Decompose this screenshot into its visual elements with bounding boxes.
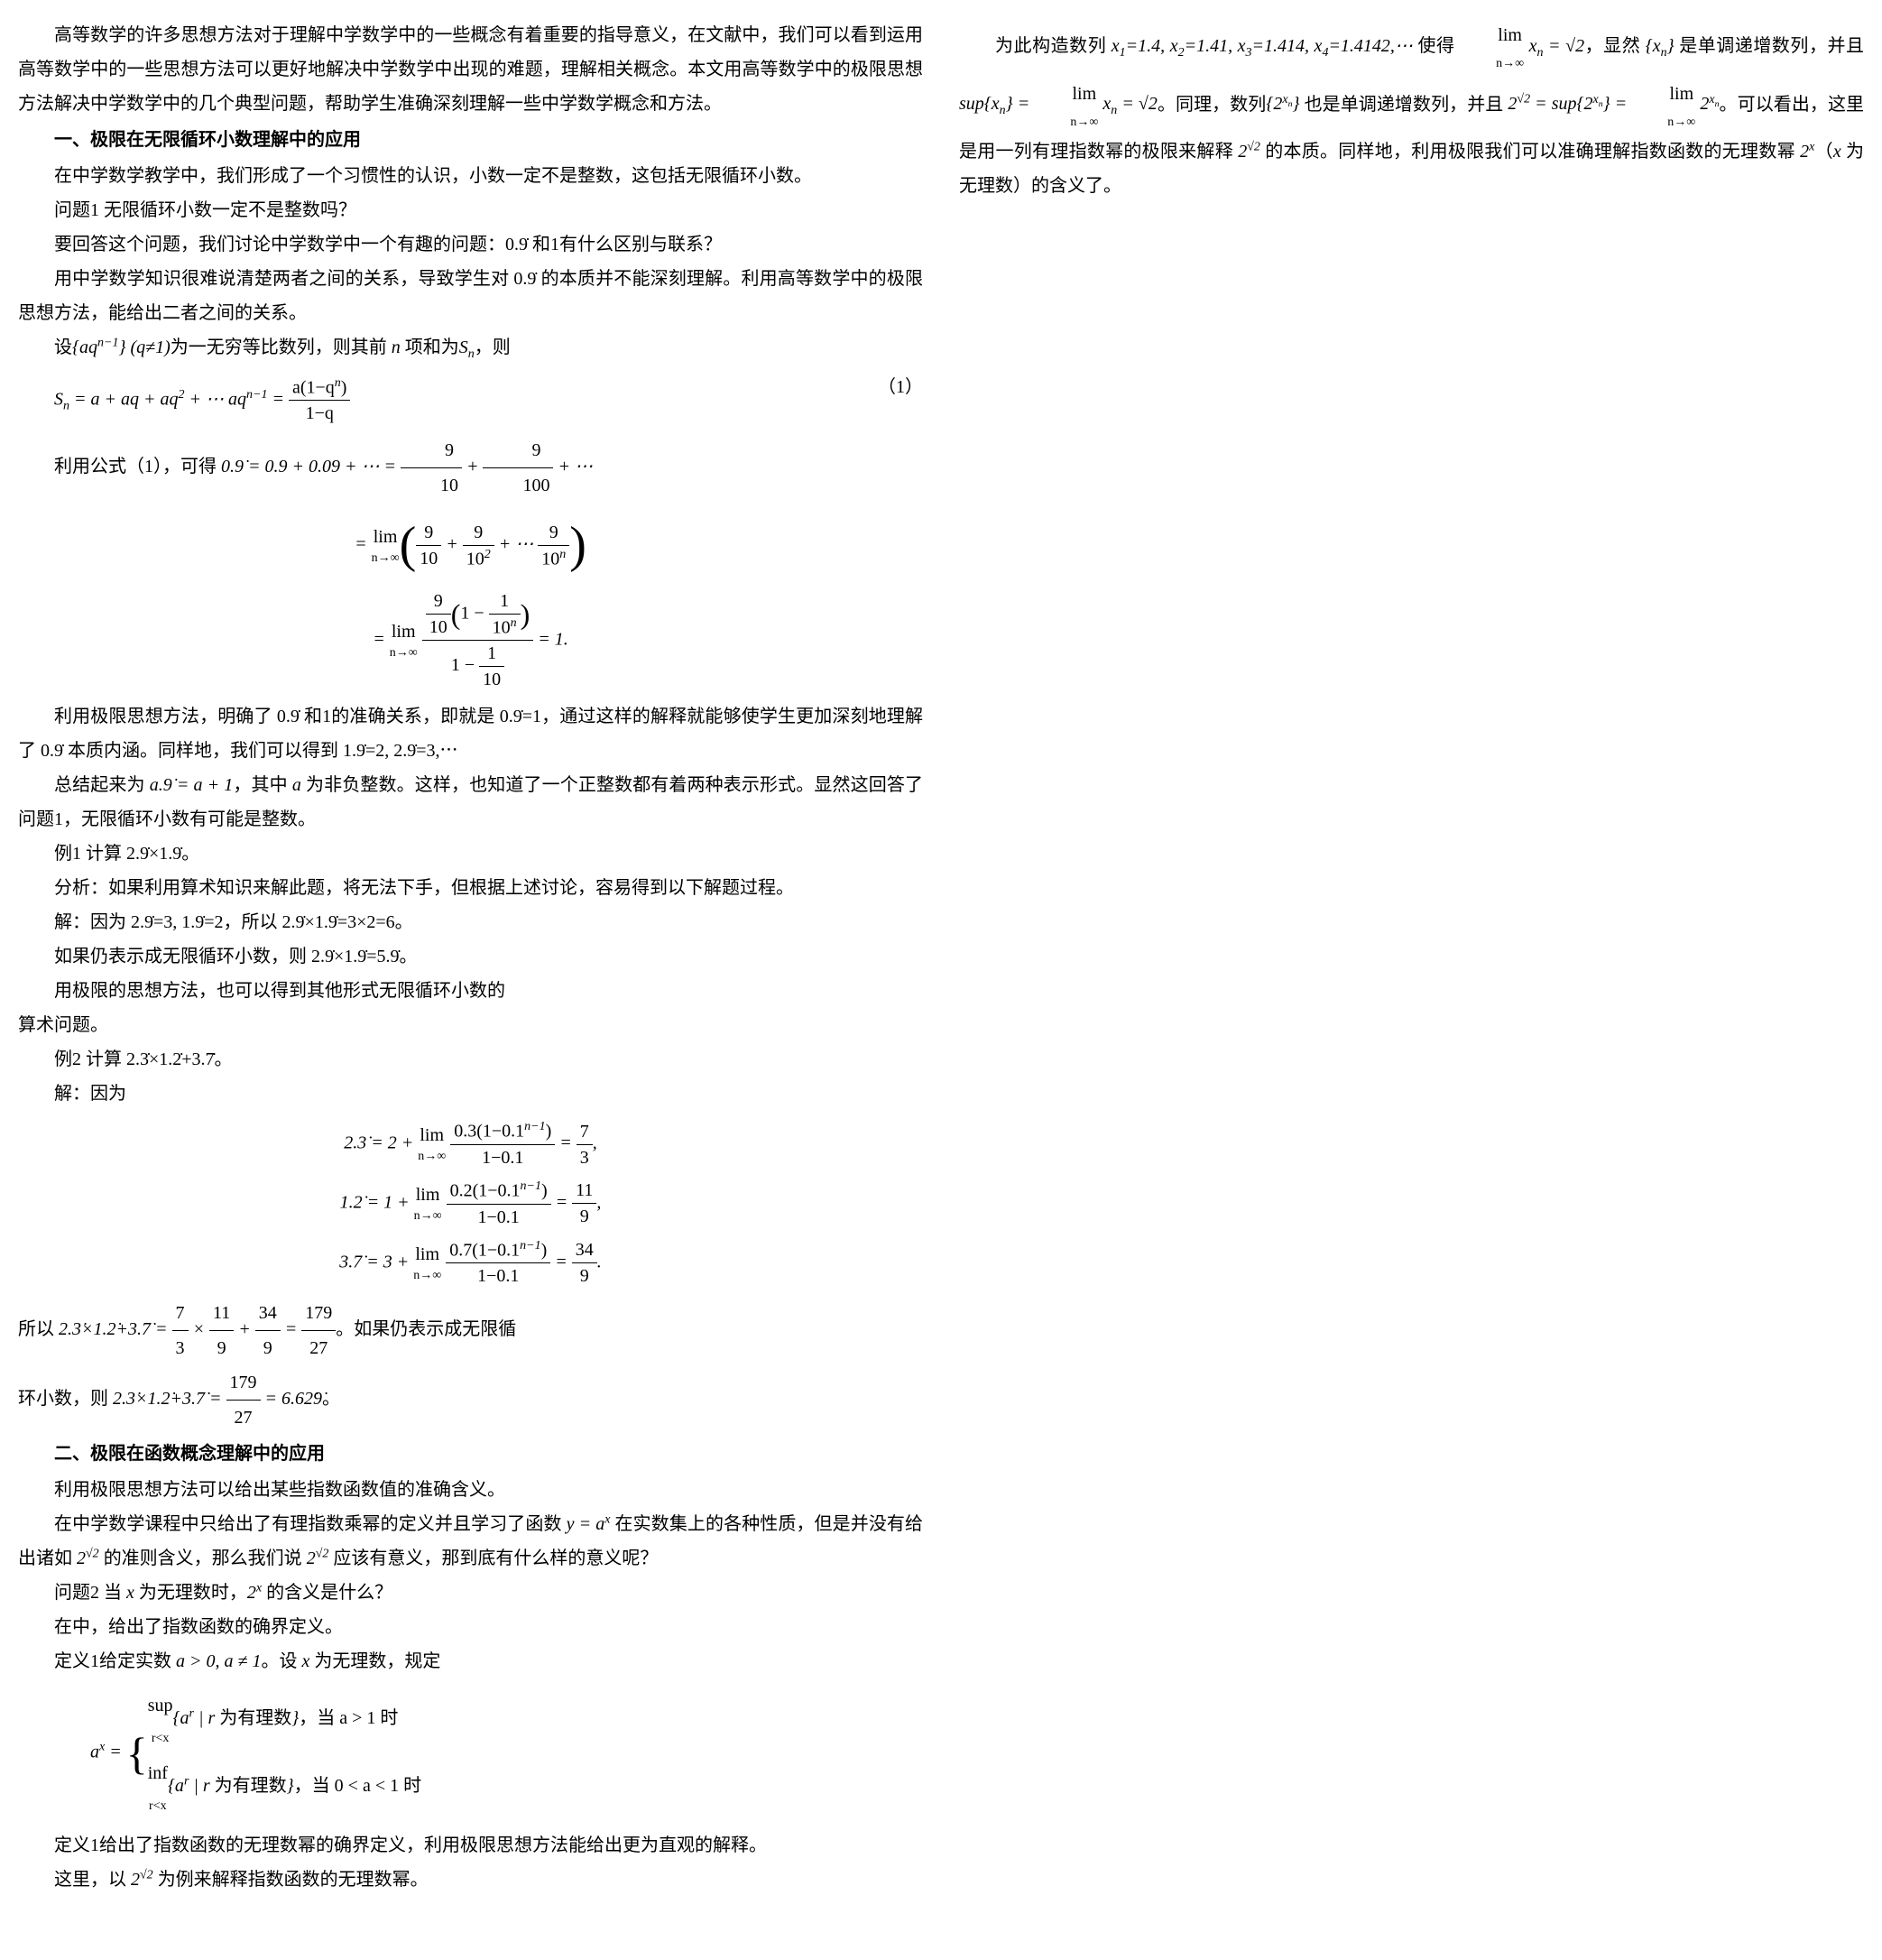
paragraph: 在中学数学课程中只给出了有理指数乘幂的定义并且学习了函数 y = ax 在实数集… [18,1507,923,1576]
math-inline: x [126,1583,134,1603]
case-cond: ，当 a > 1 时 [299,1708,398,1728]
case-text: 为有理数 [215,1776,287,1796]
text: 。如果仍表示成无限循 [336,1319,516,1339]
text: 这里，以 [54,1870,126,1890]
math-inline: x [301,1651,309,1671]
text: 为一无穷等比数列，则其前 [171,337,387,357]
text: 为此构造数列 [995,36,1106,56]
math-inline: a.9̇ = a + 1 [150,775,233,795]
text: 为例来解释指数函数的无理数幂。 [158,1870,429,1890]
text: 也是单调递增数列，并且 [1305,94,1504,114]
math-inline: y = ax [567,1514,611,1534]
paragraph: 所以 2.3̇×1.2̇+3.7̇ = 73 × 119 + 349 = 179… [18,1296,923,1365]
math-inline: 2√2 = sup{2xn} = limn→∞ 2xn [1508,94,1719,114]
math-inline: x [1833,142,1841,162]
text: 在中学数学课程中只给出了有理指数乘幂的定义并且学习了函数 [54,1514,562,1534]
math-inline: {aqn−1} (q≠1) [72,337,171,357]
text: 为无理数时， [139,1583,247,1603]
math-inline: 2x [1800,142,1814,162]
text: 总结起来为 [54,775,145,795]
text: 是单调递增数列，并且 [1679,36,1864,56]
math-inline: Sn [459,337,475,357]
text: 使得 [1417,36,1454,56]
example-1: 例1 计算 2.9̇×1.9̇。 [18,837,923,871]
text: 的准则含义，那么我们说 [104,1549,302,1568]
case-text: 为有理数 [219,1708,291,1728]
paragraph: 这里，以 2√2 为例来解释指数函数的无理数幂。 [18,1863,923,1897]
paragraph: 定义1给出了指数函数的无理数幂的确界定义，利用极限思想方法能给出更为直观的解释。 [18,1828,923,1863]
paragraph: 如果仍表示成无限循环小数，则 2.9̇×1.9̇=5.9̇。 [18,939,923,974]
equation-1: Sn = a + aq + aq2 + ⋯ aqn−1 = a(1−qn)1−q… [18,374,923,427]
math-inline: 2√2 [131,1870,153,1890]
equation-limit-1: = limn→∞(910 + 9102 + ⋯ 910n) [18,510,923,580]
definition-1: 定义1给定实数 a > 0, a ≠ 1。设 x 为无理数，规定 [18,1644,923,1678]
text: 环小数，则 [18,1389,108,1409]
math-inline: 2.3̇×1.2̇+3.7̇ = 17927 = 6.62̇9̇ [113,1389,322,1409]
text: ，其中 [233,775,288,795]
eq-1-2: 1.2̇ = 1 + limn→∞ 0.2(1−0.1n−1)1−0.1 = 1… [18,1178,923,1230]
text: 定义1给定实数 [54,1651,171,1671]
intro-paragraph: 高等数学的许多思想方法对于理解中学数学中的一些概念有着重要的指导意义，在文献中，… [18,18,923,121]
text: 。 [322,1389,340,1409]
text: 的本质。同样地，利用极限我们可以准确理解指数函数的无理数幂 [1265,142,1795,162]
example-2: 例2 计算 2.3̇×1.2̇+3.7̇。 [18,1042,923,1077]
eq-number: （1） [878,374,923,400]
text: 。设 [261,1651,297,1671]
math-inline: n [392,337,401,357]
math-inline: 0.9̇ = 0.9 + 0.09 + ⋯ = 910 + 9100 + ⋯ [217,457,593,476]
text: （ [1814,142,1833,162]
question-1: 问题1 无限循环小数一定不是整数吗？ [18,193,923,227]
math-inline: {xn} [1646,36,1674,56]
section-1-heading: 一、极限在无限循环小数理解中的应用 [18,123,923,157]
math-inline: 2√2 [77,1549,99,1568]
text: 的含义是什么？ [266,1583,392,1603]
eq-2-3: 2.3̇ = 2 + limn→∞ 0.3(1−0.1n−1)1−0.1 = 7… [18,1118,923,1170]
paragraph: 用极限的思想方法，也可以得到其他形式无限循环小数的 [18,974,923,1008]
question-2: 问题2 当 x 为无理数时，2x 的含义是什么？ [18,1576,923,1610]
math-inline: 2.3̇×1.2̇+3.7̇ = 73 × 119 + 349 = 17927 [59,1319,336,1339]
equation-limit-2: = limn→∞ 910(1 − 110n)1 − 110 = 1. [18,588,923,693]
paragraph: 总结起来为 a.9̇ = a + 1，其中 a 为非负整数。这样，也知道了一个正… [18,768,923,837]
math-inline: limn→∞ xn = √2 [1460,36,1584,56]
section-2-heading: 二、极限在函数概念理解中的应用 [18,1437,923,1471]
paragraph: 在中学数学教学中，我们形成了一个习惯性的认识，小数一定不是整数，这包括无限循环小… [18,159,923,193]
paragraph: 算术问题。 [18,1008,923,1042]
paragraph: 为此构造数列 x1=1.4, x2=1.41, x3=1.414, x4=1.4… [959,18,1864,203]
text: ，显然 [1584,36,1640,56]
math-inline: 2√2 [307,1549,329,1568]
text: 设 [54,337,72,357]
math-inline: sup{xn} = limn→∞ xn = √2 [959,94,1158,114]
math-inline: a [292,775,301,795]
paragraph: 利用公式（1），可得 0.9̇ = 0.9 + 0.09 + ⋯ = 910 +… [18,433,923,503]
eq-3-7: 3.7̇ = 3 + limn→∞ 0.7(1−0.1n−1)1−0.1 = 3… [18,1237,923,1290]
paragraph: 利用极限思想方法可以给出某些指数函数值的准确含义。 [18,1473,923,1507]
paragraph: 利用极限思想方法，明确了 0.9̇ 和1的准确关系，即就是 0.9̇=1，通过这… [18,699,923,768]
text: 。同理，数列 [1158,94,1267,114]
two-column-page: 高等数学的许多思想方法对于理解中学数学中的一些概念有着重要的指导意义，在文献中，… [18,18,1864,1940]
text: 利用公式（1），可得 [54,457,217,476]
analysis: 分析：如果利用算术知识来解此题，将无法下手，但根据上述讨论，容易得到以下解题过程… [18,871,923,905]
paragraph: 环小数，则 2.3̇×1.2̇+3.7̇ = 17927 = 6.62̇9̇。 [18,1365,923,1435]
text: 为无理数，规定 [314,1651,440,1671]
math-inline: a > 0, a ≠ 1 [176,1651,261,1671]
paragraph: 在中，给出了指数函数的确界定义。 [18,1610,923,1644]
text: 所以 [18,1319,54,1339]
text: 应该有意义，那到底有什么样的意义呢？ [333,1549,658,1568]
solution: 解：因为 2.9̇=3, 1.9̇=2，所以 2.9̇×1.9̇=3×2=6。 [18,905,923,939]
case-cond: ，当 0 < a < 1 时 [294,1776,421,1796]
paragraph: 要回答这个问题，我们讨论中学数学中一个有趣的问题：0.9̇ 和1有什么区别与联系… [18,227,923,262]
text: ，则 [475,337,511,357]
solution-label: 解：因为 [18,1077,923,1111]
paragraph: 用中学数学知识很难说清楚两者之间的关系，导致学生对 0.9̇ 的本质并不能深刻理… [18,262,923,330]
math-inline: {2xn} [1266,94,1299,114]
paragraph: 设{aqn−1} (q≠1)为一无穷等比数列，则其前 n 项和为Sn，则 [18,330,923,367]
cases-definition: ax = { supr<x{ar | r 为有理数}，当 a > 1 时 inf… [18,1686,923,1821]
math-inline: 2x [247,1583,262,1603]
text: 项和为 [405,337,459,357]
text: 问题2 当 [54,1583,122,1603]
math-inline: x1=1.4, x2=1.41, x3=1.414, x4=1.4142,⋯ [1112,36,1413,56]
math-inline: 2√2 [1238,142,1260,162]
